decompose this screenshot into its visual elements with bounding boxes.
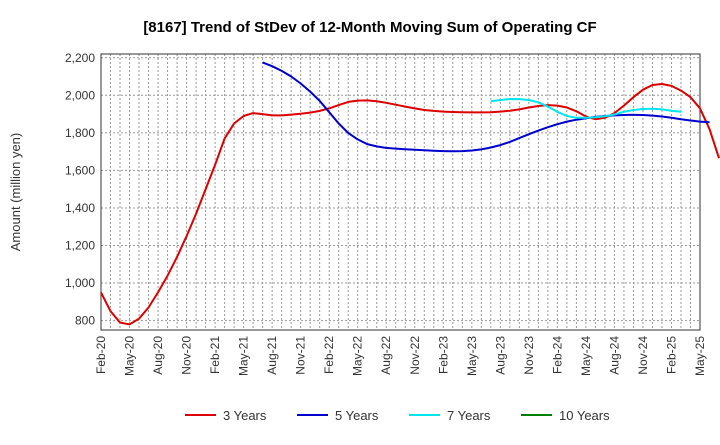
y-tick-label: 1,600	[65, 163, 95, 177]
x-tick-label: May-24	[579, 336, 593, 376]
x-tick-label: Nov-23	[522, 336, 536, 375]
legend-label: 10 Years	[559, 408, 610, 423]
y-tick-label: 1,200	[65, 239, 95, 253]
x-tick-label: Feb-21	[208, 336, 222, 374]
x-tick-label: Feb-23	[436, 336, 450, 374]
legend: 3 Years 5 Years 7 Years 10 Years	[185, 408, 610, 423]
x-tick-label: Feb-24	[550, 336, 564, 374]
x-tick-label: Nov-22	[408, 336, 422, 375]
legend-label: 3 Years	[223, 408, 267, 423]
series-line	[262, 61, 710, 153]
x-tick-label: Nov-21	[294, 336, 308, 375]
x-tick-label: May-21	[237, 336, 251, 376]
y-tick-label: 1,400	[65, 201, 95, 215]
x-tick-label: Nov-24	[636, 336, 650, 375]
y-tick-label: 2,000	[65, 88, 95, 102]
series-line	[100, 83, 720, 326]
legend-label: 5 Years	[335, 408, 379, 423]
grid	[101, 54, 700, 330]
y-axis-label: Amount (million yen)	[8, 133, 23, 252]
y-tick-label: 1,000	[65, 276, 95, 290]
x-tick-label: Aug-24	[607, 336, 621, 375]
x-tick-label: May-20	[123, 336, 137, 376]
axes: 800 1,000 1,200 1,400 1,600 1,800 2,000 2,200 Fe…	[65, 51, 707, 376]
x-tick-label: Feb-20	[94, 336, 108, 374]
y-tick-label: 1,800	[65, 126, 95, 140]
y-tick-label: 800	[75, 314, 95, 328]
x-tick-label: Feb-25	[664, 336, 678, 374]
legend-label: 7 Years	[447, 408, 491, 423]
x-tick-label: May-22	[351, 336, 365, 376]
x-tick-label: Nov-20	[180, 336, 194, 375]
series-lines	[100, 61, 720, 326]
x-tick-label: Aug-20	[151, 336, 165, 375]
x-tick-label: Aug-22	[379, 336, 393, 375]
x-tick-label: May-23	[465, 336, 479, 376]
x-tick-label: May-25	[693, 336, 707, 376]
y-tick-label: 2,200	[65, 51, 95, 65]
x-tick-label: Feb-22	[322, 336, 336, 374]
plot-frame	[100, 53, 701, 331]
series-line	[490, 98, 682, 119]
chart-title: [8167] Trend of StDev of 12-Month Moving…	[143, 19, 596, 36]
x-tick-label: Aug-23	[493, 336, 507, 375]
x-tick-label: Aug-21	[265, 336, 279, 375]
